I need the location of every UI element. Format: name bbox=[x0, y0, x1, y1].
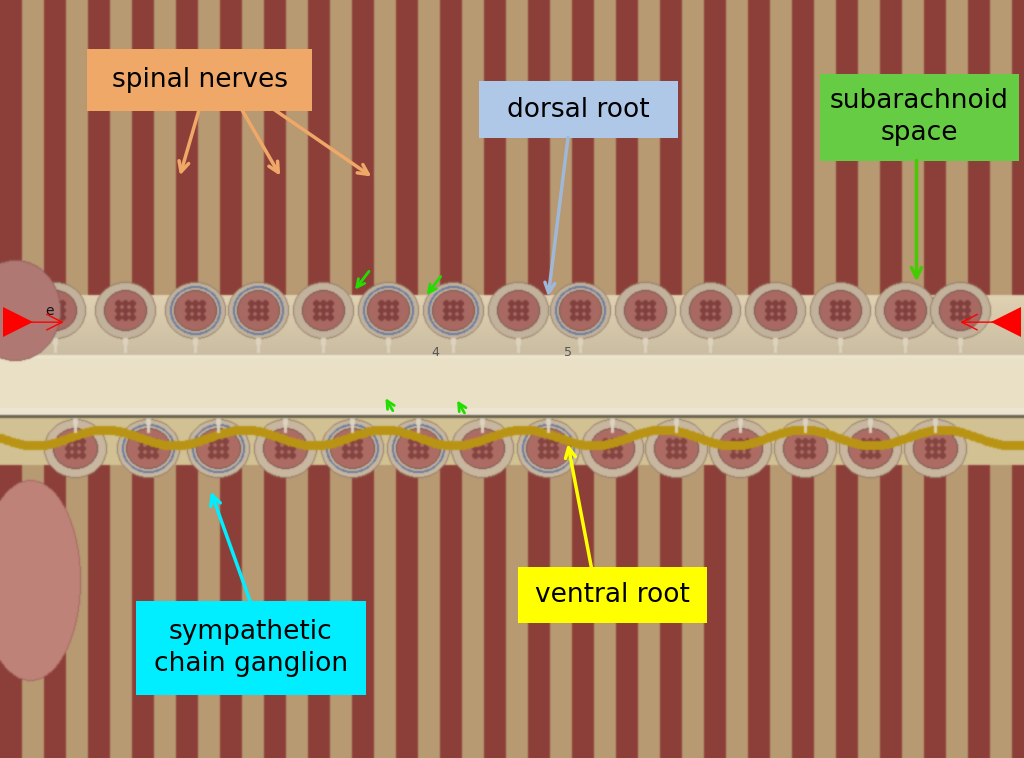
Text: sympathetic
chain ganglion: sympathetic chain ganglion bbox=[154, 619, 348, 677]
Text: dorsal root: dorsal root bbox=[507, 97, 650, 123]
FancyBboxPatch shape bbox=[87, 49, 312, 111]
Text: 4: 4 bbox=[431, 346, 439, 359]
Text: 5: 5 bbox=[564, 346, 572, 359]
Text: spinal nerves: spinal nerves bbox=[112, 67, 288, 92]
FancyBboxPatch shape bbox=[819, 74, 1020, 161]
Text: e: e bbox=[45, 304, 53, 318]
Text: subarachnoid
space: subarachnoid space bbox=[830, 89, 1009, 146]
FancyBboxPatch shape bbox=[135, 600, 367, 696]
FancyBboxPatch shape bbox=[517, 567, 707, 623]
Text: ventral root: ventral root bbox=[535, 582, 690, 608]
FancyBboxPatch shape bbox=[478, 82, 678, 139]
